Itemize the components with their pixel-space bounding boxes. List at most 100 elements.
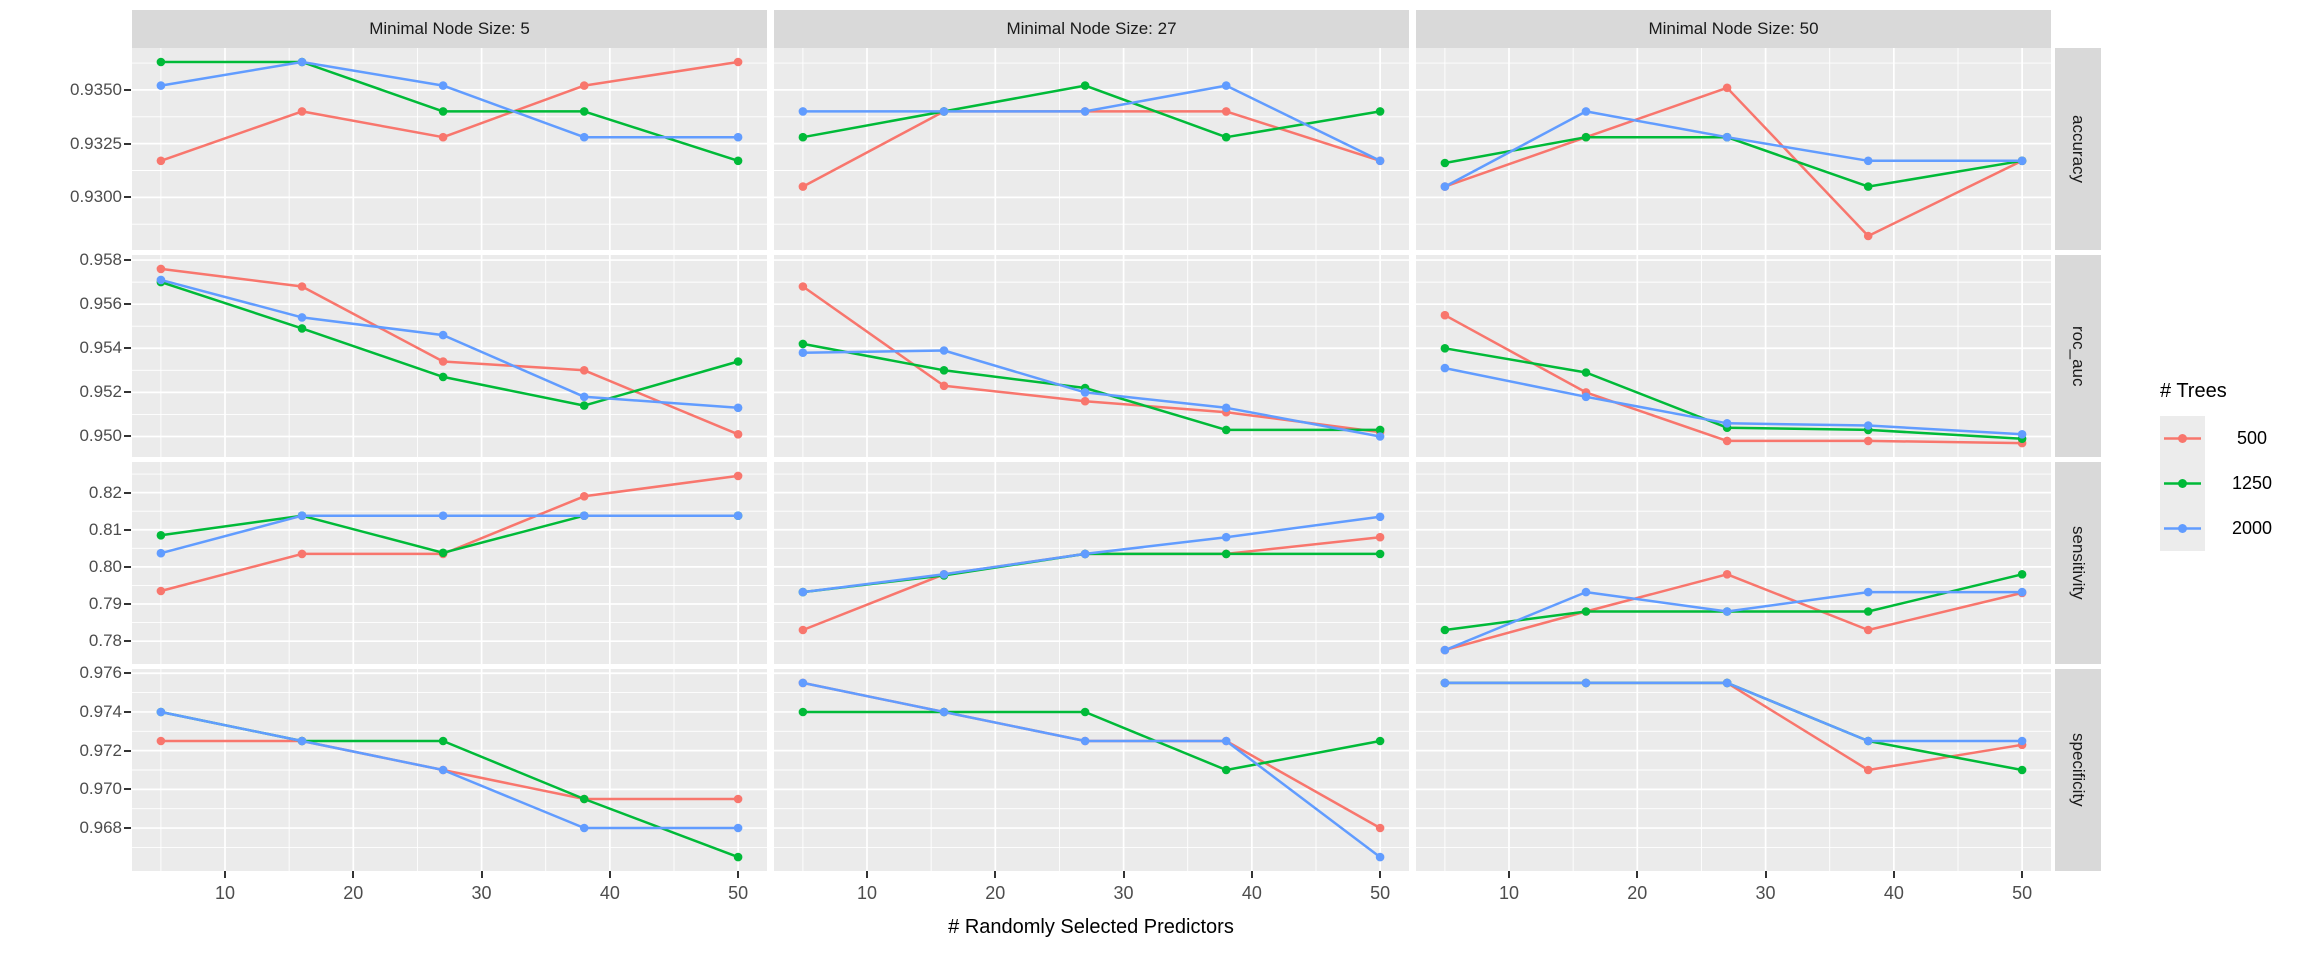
data-point-500	[1375, 532, 1385, 542]
y-axis-tick-mark	[124, 827, 131, 830]
y-axis-tick-label: 0.9300	[70, 187, 122, 207]
data-point-500	[1863, 436, 1873, 446]
facet-row-strip-label: roc_auc	[2069, 325, 2088, 387]
data-point-500	[1440, 310, 1450, 320]
y-axis-tick-label: 0.81	[88, 519, 122, 539]
x-axis-tick-label: 10	[1498, 883, 1520, 903]
legend-key-glyph-1250	[2164, 479, 2201, 488]
legend-label-1250: 1250	[2231, 473, 2273, 493]
y-axis-tick-mark	[124, 259, 131, 262]
x-axis-tick-label: 50	[728, 883, 749, 903]
data-point-2000	[939, 346, 949, 355]
y-axis-tick-mark	[124, 491, 131, 494]
y-axis-tick-label: 0.968	[79, 818, 122, 838]
x-axis-tick-mark	[1892, 871, 1895, 878]
panel-background	[132, 462, 767, 664]
x-axis-tick-mark	[608, 871, 611, 878]
data-point-1250	[438, 548, 448, 558]
y-axis-tick-mark	[124, 88, 131, 91]
legend-key	[2160, 506, 2205, 551]
y-axis-tick-mark	[124, 142, 131, 145]
x-axis-tick-label: 20	[985, 883, 1006, 903]
data-point-2000	[297, 313, 307, 322]
data-point-2000	[1581, 107, 1591, 116]
y-axis-tick-mark	[124, 788, 131, 791]
data-point-1250	[798, 707, 808, 717]
x-axis-tick-mark	[1508, 871, 1510, 878]
facet-panel-accuracy-1	[774, 48, 1409, 250]
data-point-1250	[438, 107, 448, 116]
data-point-2000	[2017, 156, 2027, 166]
x-axis-tick-label: 40	[1883, 883, 1904, 903]
data-point-1250	[1581, 607, 1591, 616]
data-point-2000	[1080, 107, 1090, 116]
data-point-2000	[939, 707, 949, 717]
data-point-2000	[297, 511, 307, 520]
x-axis-tick-mark	[1636, 871, 1639, 878]
facet-panel-sensitivity-1	[774, 462, 1409, 664]
data-point-1250	[1221, 765, 1231, 775]
data-point-2000	[1375, 852, 1385, 862]
data-point-1250	[733, 357, 743, 366]
data-point-500	[579, 81, 589, 90]
data-point-2000	[2017, 587, 2027, 597]
legend-point	[2178, 434, 2187, 443]
data-point-2000	[579, 511, 589, 520]
data-point-2000	[156, 81, 166, 90]
data-point-2000	[156, 275, 166, 285]
data-point-2000	[1440, 645, 1450, 655]
x-axis-tick-mark	[737, 871, 740, 878]
y-axis-tick-label: 0.80	[88, 556, 122, 576]
facet-panel-roc_auc-1	[774, 255, 1409, 457]
data-point-1250	[297, 324, 307, 333]
x-axis-tick-mark	[224, 871, 226, 878]
x-axis-tick-label: 50	[2012, 883, 2033, 903]
data-point-1250	[579, 401, 589, 410]
facet-row-strip-label: sensitivity	[2069, 526, 2088, 600]
data-point-1250	[579, 794, 589, 804]
data-point-2000	[733, 823, 743, 833]
data-point-2000	[1722, 132, 1732, 142]
legend-point	[2178, 479, 2187, 488]
facet-panel-specificity-1	[774, 669, 1409, 871]
data-point-1250	[1221, 132, 1231, 142]
x-axis-tick-label: 40	[1241, 883, 1262, 903]
data-point-2000	[438, 330, 448, 340]
x-axis-tick-label: 40	[599, 883, 620, 903]
data-point-500	[798, 282, 808, 291]
data-point-2000	[798, 107, 808, 116]
facet-row-strip: roc_auc	[2055, 255, 2101, 457]
panel-background	[774, 462, 1409, 664]
data-point-2000	[1581, 392, 1591, 402]
data-point-500	[798, 625, 808, 635]
y-axis-tick-label: 0.79	[88, 594, 122, 614]
data-point-2000	[156, 707, 166, 717]
data-point-1250	[2017, 765, 2027, 775]
facet-panel-roc_auc-2	[1416, 255, 2051, 457]
data-point-500	[1863, 625, 1873, 635]
data-point-2000	[1440, 678, 1450, 688]
y-axis-tick-label: 0.958	[79, 250, 122, 270]
data-point-2000	[156, 548, 166, 558]
data-point-2000	[1080, 549, 1090, 559]
facet-col-strip: Minimal Node Size: 5	[132, 10, 767, 48]
data-point-2000	[1722, 419, 1732, 428]
y-axis-tick-mark	[124, 710, 131, 713]
data-point-1250	[438, 372, 448, 382]
facet-row-strip: specificity	[2055, 669, 2101, 871]
data-point-2000	[1080, 388, 1090, 397]
data-point-2000	[579, 132, 589, 142]
data-point-500	[733, 794, 743, 804]
data-point-500	[1722, 83, 1732, 93]
facet-col-strip: Minimal Node Size: 27	[774, 10, 1409, 48]
data-point-2000	[1440, 363, 1450, 373]
x-axis-tick-label: 10	[214, 883, 236, 903]
data-point-1250	[798, 132, 808, 142]
facet-panel-roc_auc-0	[132, 255, 767, 457]
x-axis-tick-label: 30	[1113, 883, 1134, 903]
data-point-1250	[156, 57, 166, 67]
data-point-2000	[1722, 607, 1732, 616]
data-point-500	[156, 736, 166, 746]
data-point-2000	[939, 570, 949, 579]
y-axis-tick-mark	[124, 435, 131, 438]
